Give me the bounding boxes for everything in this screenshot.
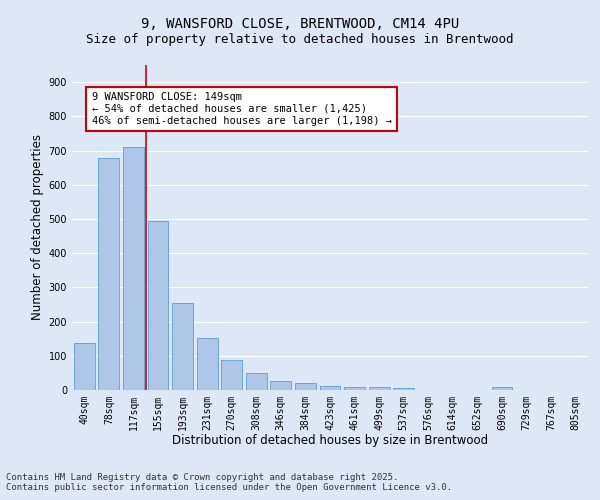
- X-axis label: Distribution of detached houses by size in Brentwood: Distribution of detached houses by size …: [172, 434, 488, 448]
- Bar: [221, 360, 242, 390]
- Bar: [295, 383, 316, 390]
- Bar: [320, 386, 340, 390]
- Bar: [393, 388, 414, 390]
- Bar: [271, 382, 292, 390]
- Bar: [368, 388, 389, 390]
- Bar: [74, 343, 95, 390]
- Bar: [197, 338, 218, 390]
- Text: 9 WANSFORD CLOSE: 149sqm
← 54% of detached houses are smaller (1,425)
46% of sem: 9 WANSFORD CLOSE: 149sqm ← 54% of detach…: [92, 92, 392, 126]
- Bar: [172, 304, 193, 390]
- Bar: [98, 158, 119, 390]
- Text: Contains HM Land Registry data © Crown copyright and database right 2025.: Contains HM Land Registry data © Crown c…: [6, 474, 398, 482]
- Bar: [246, 372, 267, 390]
- Bar: [491, 388, 512, 390]
- Y-axis label: Number of detached properties: Number of detached properties: [31, 134, 44, 320]
- Text: 9, WANSFORD CLOSE, BRENTWOOD, CM14 4PU: 9, WANSFORD CLOSE, BRENTWOOD, CM14 4PU: [141, 18, 459, 32]
- Bar: [148, 220, 169, 390]
- Bar: [123, 147, 144, 390]
- Text: Size of property relative to detached houses in Brentwood: Size of property relative to detached ho…: [86, 32, 514, 46]
- Text: Contains public sector information licensed under the Open Government Licence v3: Contains public sector information licen…: [6, 484, 452, 492]
- Bar: [344, 388, 365, 390]
